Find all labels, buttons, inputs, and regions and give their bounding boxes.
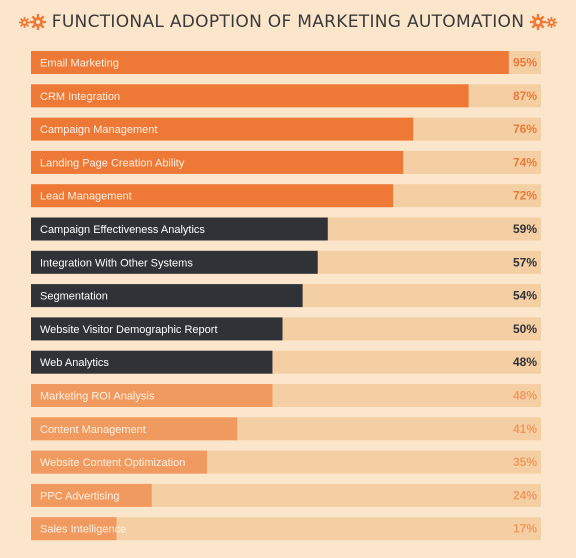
gear-icon [546,16,558,28]
value-label: 54% [513,289,537,303]
value-label: 17% [513,522,537,536]
bar-label: Website Content Optimization [40,457,185,469]
value-label: 35% [513,455,537,469]
value-label: 95% [513,56,537,70]
value-label: 41% [513,422,537,436]
chart-title: FUNCTIONAL ADOPTION OF MARKETING AUTOMAT… [51,12,525,32]
bar-label: Segmentation [40,291,108,303]
bar-label: CRM Integration [40,91,120,103]
gear-icon [530,14,547,30]
gear-icons-right [530,14,558,30]
bar [31,250,318,274]
bar-label: Integration With Other Systems [40,257,193,269]
bar-label: Marketing ROI Analysis [40,391,155,403]
bar-label: Landing Page Creation Ability [40,157,185,169]
bar-label: Content Management [40,424,146,436]
bar [31,117,414,141]
gear-icon [29,14,46,30]
bar [31,184,394,208]
value-label: 87% [513,89,537,103]
bar [31,417,238,441]
bar [31,84,469,108]
value-label: 74% [513,155,537,169]
bar-label: Lead Management [40,191,132,203]
bar-label: Campaign Effectiveness Analytics [40,224,205,236]
value-label: 57% [513,255,537,269]
bar [31,284,303,308]
bar [31,483,152,507]
value-label: 48% [513,355,537,369]
bar [31,150,404,174]
bar-label: Web Analytics [40,357,109,369]
bar [31,317,283,341]
bar [31,217,328,241]
bar-label: Campaign Management [40,124,157,136]
bar-label: Website Visitor Demographic Report [40,324,218,336]
bar-track [31,517,541,541]
bar-track [31,483,541,507]
bar [31,384,273,407]
value-label: 59% [513,222,537,236]
bar [31,517,117,541]
value-label: 24% [513,488,537,502]
bar [31,51,509,74]
value-label: 76% [513,122,537,136]
bar-label: PPC Advertising [40,490,119,502]
value-label: 48% [513,389,537,403]
bar [31,450,208,474]
bar [31,350,273,374]
chart-title-row: FUNCTIONAL ADOPTION OF MARKETING AUTOMAT… [0,8,576,36]
gear-icon [18,16,30,28]
bar-label: Email Marketing [40,58,119,70]
value-label: 72% [513,189,537,203]
bar-label: Sales Intelligence [40,524,126,536]
value-label: 50% [513,322,537,336]
gear-icons-left [18,14,46,30]
